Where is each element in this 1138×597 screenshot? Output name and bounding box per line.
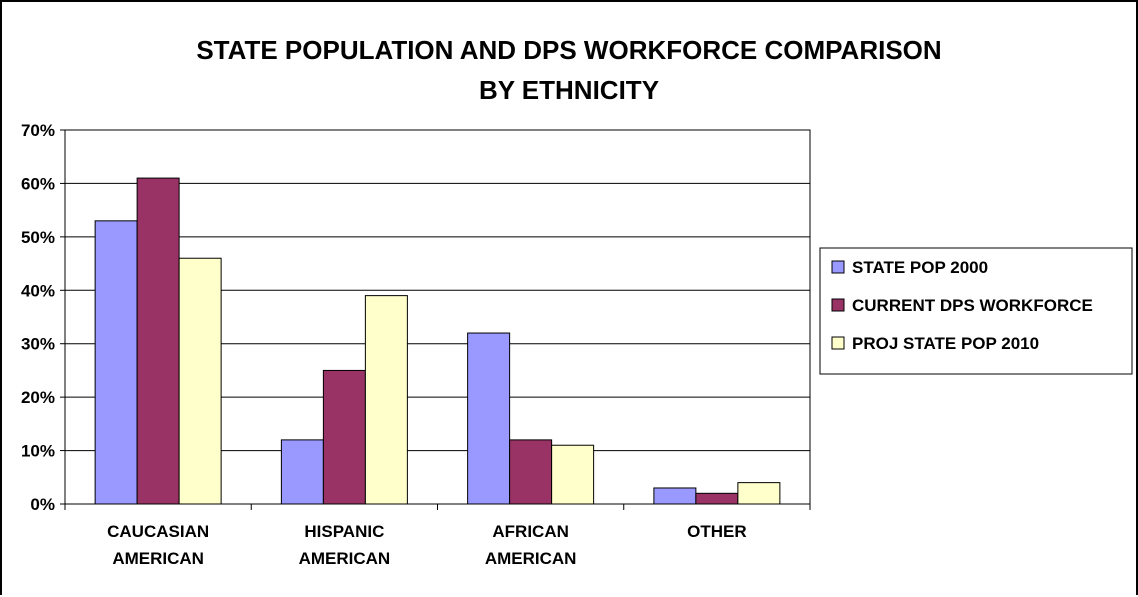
y-tick-label: 20% <box>21 388 55 407</box>
x-category-label: AMERICAN <box>112 549 204 568</box>
bar <box>136 177 180 505</box>
legend-box <box>819 247 1133 375</box>
y-axis-tick-labels: 0% 10% 20% 30% 40% 50% 60% 70% <box>21 121 55 514</box>
y-tick-label: 0% <box>30 495 55 514</box>
bar <box>280 439 324 505</box>
bar <box>178 257 222 505</box>
bar <box>322 369 366 505</box>
axes <box>60 129 811 510</box>
y-tick-label: 70% <box>21 121 55 140</box>
bar <box>737 482 781 505</box>
bar <box>94 220 138 505</box>
legend-label: CURRENT DPS WORKFORCE <box>852 296 1093 315</box>
y-tick-label: 30% <box>21 335 55 354</box>
y-tick-label: 60% <box>21 174 55 193</box>
bars <box>94 177 781 505</box>
legend-swatch <box>831 298 845 312</box>
x-category-label: OTHER <box>687 522 747 541</box>
x-axis-category-labels: CAUCASIAN AMERICAN HISPANIC AMERICAN AFRICAN… <box>107 522 747 568</box>
x-category-label: AMERICAN <box>299 549 391 568</box>
chart-title-line-2: BY ETHNICITY <box>479 75 659 105</box>
legend-label: STATE POP 2000 <box>852 258 988 277</box>
x-category-label: AMERICAN <box>485 549 577 568</box>
bar <box>653 487 697 505</box>
legend-swatch <box>831 260 845 274</box>
bar <box>551 444 595 505</box>
bar <box>695 492 739 505</box>
bar <box>364 295 408 505</box>
x-category-label: HISPANIC <box>304 522 384 541</box>
chart-title: STATE POPULATION AND DPS WORKFORCE COMPA… <box>196 35 941 105</box>
legend-label: PROJ STATE POP 2010 <box>852 334 1039 353</box>
chart-title-line-1: STATE POPULATION AND DPS WORKFORCE COMPA… <box>196 35 941 65</box>
x-category-label: AFRICAN <box>492 522 569 541</box>
y-tick-label: 10% <box>21 442 55 461</box>
legend-swatch <box>831 336 845 350</box>
bar <box>467 332 511 505</box>
y-tick-label: 50% <box>21 228 55 247</box>
x-category-label: CAUCASIAN <box>107 522 209 541</box>
bar <box>509 439 553 505</box>
y-tick-label: 40% <box>21 281 55 300</box>
legend: STATE POP 2000 CURRENT DPS WORKFORCE PROJ … <box>819 247 1133 375</box>
